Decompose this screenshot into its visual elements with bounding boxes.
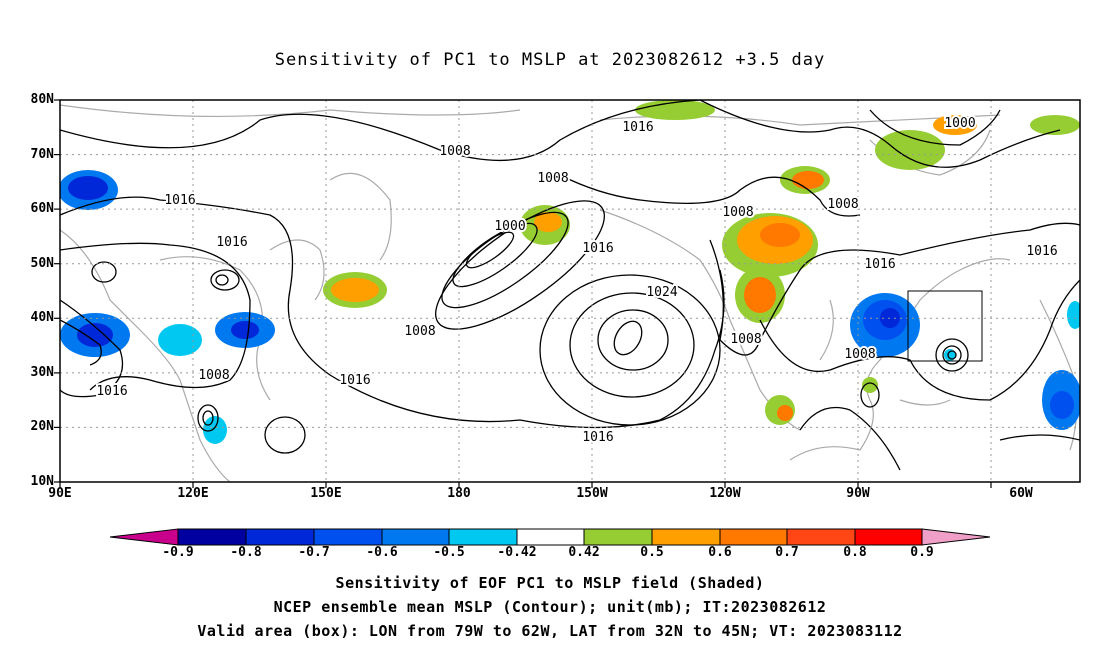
colorbar-swatch: [786, 528, 856, 546]
colorbar-label: -0.7: [298, 545, 330, 560]
lon-tick-label: 90W: [846, 486, 870, 501]
lon-tick-label: 180: [447, 486, 471, 501]
caption-shading: Sensitivity of EOF PC1 to MSLP field (Sh…: [335, 574, 765, 592]
mslp-contours: [60, 100, 1080, 471]
contour-label: 1008: [730, 332, 761, 347]
contour-label: 1000: [494, 219, 525, 234]
contour-label: 1016: [864, 257, 895, 272]
lat-tick-label: 10N: [30, 474, 54, 489]
contour-label: 1016: [1026, 244, 1057, 259]
colorbar-swatch: [651, 528, 721, 546]
lon-tick-label: 120W: [709, 486, 741, 501]
contour-label: 1008: [404, 324, 435, 339]
caption-valid-area: Valid area (box): LON from 79W to 62W, L…: [197, 622, 903, 640]
colorbar-low-arrow: [109, 528, 179, 546]
lon-tick-label: 60W: [1009, 486, 1033, 501]
colorbar-label: 0.7: [775, 545, 799, 560]
colorbar-high-arrow: [921, 528, 991, 546]
lat-tick-label: 60N: [30, 201, 54, 216]
colorbar-label: 0.8: [843, 545, 867, 560]
contour-label: 1016: [582, 241, 613, 256]
contour-label: 1016: [216, 235, 247, 250]
colorbar-label: -0.8: [230, 545, 262, 560]
graticule: [60, 100, 1080, 482]
lat-tick-label: 50N: [30, 256, 54, 271]
contour-label: 1024: [646, 285, 677, 300]
colorbar-label: 0.5: [640, 545, 664, 560]
lat-tick-label: 20N: [30, 419, 54, 434]
colorbar-swatch: [313, 528, 383, 546]
contour-label: 1016: [164, 193, 195, 208]
contour-label: 1008: [827, 197, 858, 212]
colorbar-swatch: [448, 528, 518, 546]
axis-ticks: [54, 99, 992, 488]
colorbar-label: 0.42: [568, 545, 600, 560]
colorbar-label: -0.6: [366, 545, 398, 560]
map-frame: [59, 99, 1081, 483]
colorbar-label: 0.9: [910, 545, 934, 560]
sensitivity-shading: [60, 100, 1080, 444]
colorbar: [109, 528, 991, 546]
lat-tick-label: 40N: [30, 310, 54, 325]
colorbar-label: -0.5: [433, 545, 465, 560]
contour-labels: 1016 1008 1000 1008 1016 1008 1016 1016 …: [94, 114, 1059, 447]
contour-label: 1016: [96, 384, 127, 399]
lat-tick-label: 80N: [30, 92, 54, 107]
contour-label: 1008: [722, 205, 753, 220]
colorbar-swatch: [516, 528, 585, 546]
lat-tick-label: 70N: [30, 147, 54, 162]
contour-label: 1008: [844, 347, 875, 362]
colorbar-swatch: [245, 528, 315, 546]
contour-label: 1016: [339, 373, 370, 388]
lon-tick-label: 150W: [576, 486, 608, 501]
contour-label: 1008: [198, 368, 229, 383]
contour-label: 1008: [439, 144, 470, 159]
colorbar-swatch: [583, 528, 653, 546]
lon-tick-label: 150E: [310, 486, 342, 501]
colorbar-label: 0.6: [708, 545, 732, 560]
colorbar-label: -0.9: [162, 545, 194, 560]
caption-contour: NCEP ensemble mean MSLP (Contour); unit(…: [273, 598, 827, 616]
colorbar-swatch: [381, 528, 450, 546]
lon-tick-label: 90E: [48, 486, 72, 501]
valid-area-box: [907, 290, 983, 362]
lon-tick-label: 120E: [177, 486, 209, 501]
colorbar-swatch: [854, 528, 923, 546]
colorbar-swatch: [177, 528, 247, 546]
map-title: Sensitivity of PC1 to MSLP at 2023082612…: [274, 50, 826, 70]
contour-label: 1008: [537, 171, 568, 186]
contour-label: 1000: [944, 116, 975, 131]
contour-label: 1016: [582, 430, 613, 445]
colorbar-label: -0.42: [497, 545, 537, 560]
contour-label: 1016: [622, 120, 653, 135]
lat-tick-label: 30N: [30, 365, 54, 380]
colorbar-swatch: [719, 528, 788, 546]
